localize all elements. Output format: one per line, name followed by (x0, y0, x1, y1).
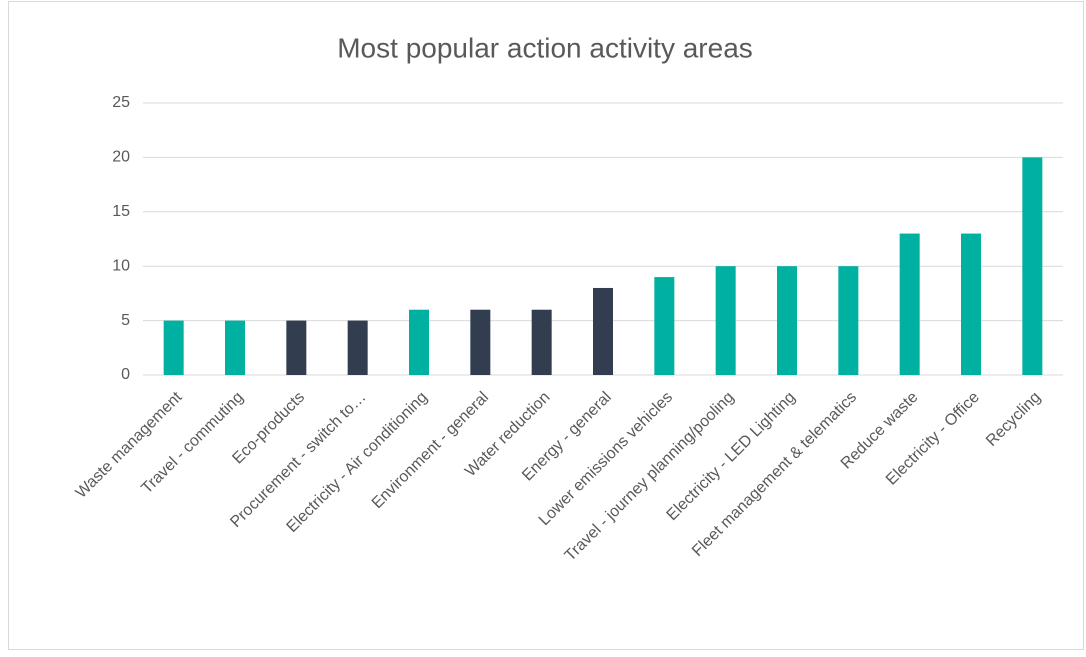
bar (961, 233, 981, 375)
bar (593, 287, 613, 375)
bar (225, 320, 245, 375)
bar (163, 320, 184, 375)
bar (347, 320, 368, 375)
bar (409, 309, 429, 375)
bar (838, 266, 859, 375)
bar (654, 277, 675, 375)
y-tick-label: 5 (121, 312, 130, 329)
bar (715, 266, 736, 375)
bar (777, 266, 797, 375)
bar (531, 309, 552, 375)
bar (899, 233, 920, 375)
chart-title: Most popular action activity areas (337, 32, 753, 63)
bar (1022, 157, 1043, 375)
y-tick-label: 15 (112, 203, 130, 220)
y-tick-label: 20 (112, 149, 130, 166)
bar (286, 320, 307, 375)
y-tick-label: 25 (112, 94, 130, 111)
y-tick-label: 10 (112, 257, 130, 274)
bar (470, 309, 491, 375)
y-tick-label: 0 (121, 366, 130, 383)
